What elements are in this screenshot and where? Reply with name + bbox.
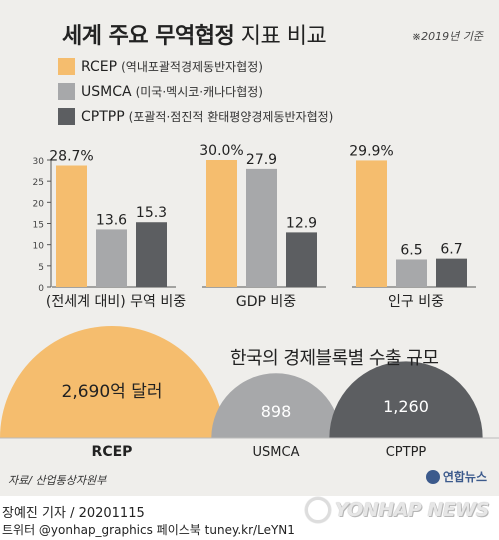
logo-text: 연합뉴스 (442, 470, 487, 484)
y-tick-label: 20 (33, 199, 45, 209)
export-value-label: 898 (261, 402, 292, 421)
bar-population-share-rcep (356, 160, 387, 287)
legend-swatch-cptpp (58, 108, 75, 125)
bar-trade-share-cptpp (136, 222, 167, 287)
semicircle-rcep (0, 326, 224, 438)
y-tick-label: 0 (38, 284, 44, 294)
legend: RCEP (역내포괄적경제동반자협정) USMCA (미국·멕시코·캐나다협정)… (58, 54, 333, 129)
legend-sublabel: (역내포괄적경제동반자협정) (121, 60, 263, 74)
data-label: 28.7% (49, 149, 93, 165)
bar-gdp-share-cptpp (286, 232, 317, 287)
semicircle-usmca (211, 373, 341, 438)
watermark-text: YONHAP NEWS (334, 499, 490, 521)
y-tick-label: 5 (38, 263, 44, 273)
watermark-icon (304, 497, 331, 523)
bar-gdp-share-usmca (246, 168, 277, 287)
title-light: 지표 비교 (234, 24, 327, 49)
legend-sublabel: (미국·멕시코·캐나다협정) (135, 85, 263, 99)
panel-label-population-share: 인구 비중 (388, 294, 444, 310)
export-category-label: CPTPP (386, 445, 427, 460)
y-tick-label: 30 (33, 157, 45, 167)
source-note: 자료/ 산업통상자원부 (8, 474, 107, 487)
infographic-card: 세계 주요 무역협정 지표 비교 ※2019년 기준 RCEP (역내포괄적경제… (0, 0, 499, 496)
y-tick-label: 15 (33, 221, 44, 231)
legend-item-usmca: USMCA (미국·멕시코·캐나다협정) (58, 79, 333, 104)
bar-population-share-cptpp (436, 258, 467, 287)
legend-label: CPTPP (81, 108, 125, 125)
chart-title: 세계 주요 무역협정 지표 비교 (62, 18, 327, 50)
bar-gdp-share-rcep (206, 160, 237, 287)
export-category-label: RCEP (92, 444, 133, 460)
export-chart-title: 한국의 경제블록별 수출 규모 (230, 348, 439, 369)
data-label: 15.3 (136, 205, 167, 221)
title-bold: 세계 주요 무역협정 (62, 24, 235, 49)
data-label: 13.6 (96, 212, 127, 228)
yonhap-logo: 연합뉴스 (425, 468, 487, 485)
watermark: YONHAP NEWS (304, 497, 490, 523)
legend-label: RCEP (81, 58, 118, 75)
data-label: 27.9 (246, 152, 277, 168)
bar-charts: 0 5 10 15 20 25 30 28.7% 13.6 15.3 (전세계 대비) 무역 비중 3… (0, 143, 499, 460)
data-label: 30.0% (199, 143, 243, 159)
panel-label-trade-share: (전세계 대비) 무역 비중 (46, 294, 186, 310)
bar-population-share-usmca (396, 259, 427, 287)
export-value-label: 2,690억 달러 (62, 382, 163, 402)
export-category-label: USMCA (253, 445, 300, 460)
bar-trade-share-rcep (56, 165, 87, 287)
y-tick-label: 25 (33, 178, 44, 188)
semicircle-cptpp (329, 361, 483, 438)
legend-label: USMCA (81, 83, 132, 100)
legend-item-rcep: RCEP (역내포괄적경제동반자협정) (58, 54, 333, 79)
y-tick-label: 10 (33, 242, 45, 252)
export-value-label: 1,260 (383, 397, 429, 416)
base-year-note: ※2019년 기준 (411, 30, 483, 43)
legend-item-cptpp: CPTPP (포괄적·점진적 환태평양경제동반자협정) (58, 104, 333, 129)
legend-sublabel: (포괄적·점진적 환태평양경제동반자협정) (128, 110, 334, 124)
data-label: 6.5 (400, 242, 422, 258)
bar-trade-share-usmca (96, 229, 127, 287)
logo-icon (425, 469, 440, 484)
data-label: 12.9 (286, 215, 317, 231)
legend-swatch-rcep (58, 58, 75, 75)
social-credit: 트위터 @yonhap_graphics 페이스북 tuney.kr/LeYN1 (2, 523, 295, 537)
legend-swatch-usmca (58, 83, 75, 100)
data-label: 6.7 (440, 242, 462, 258)
data-label: 29.9% (349, 143, 393, 159)
reporter-credit: 장예진 기자 / 20201115 (2, 506, 145, 521)
panel-label-gdp-share: GDP 비중 (236, 294, 296, 310)
